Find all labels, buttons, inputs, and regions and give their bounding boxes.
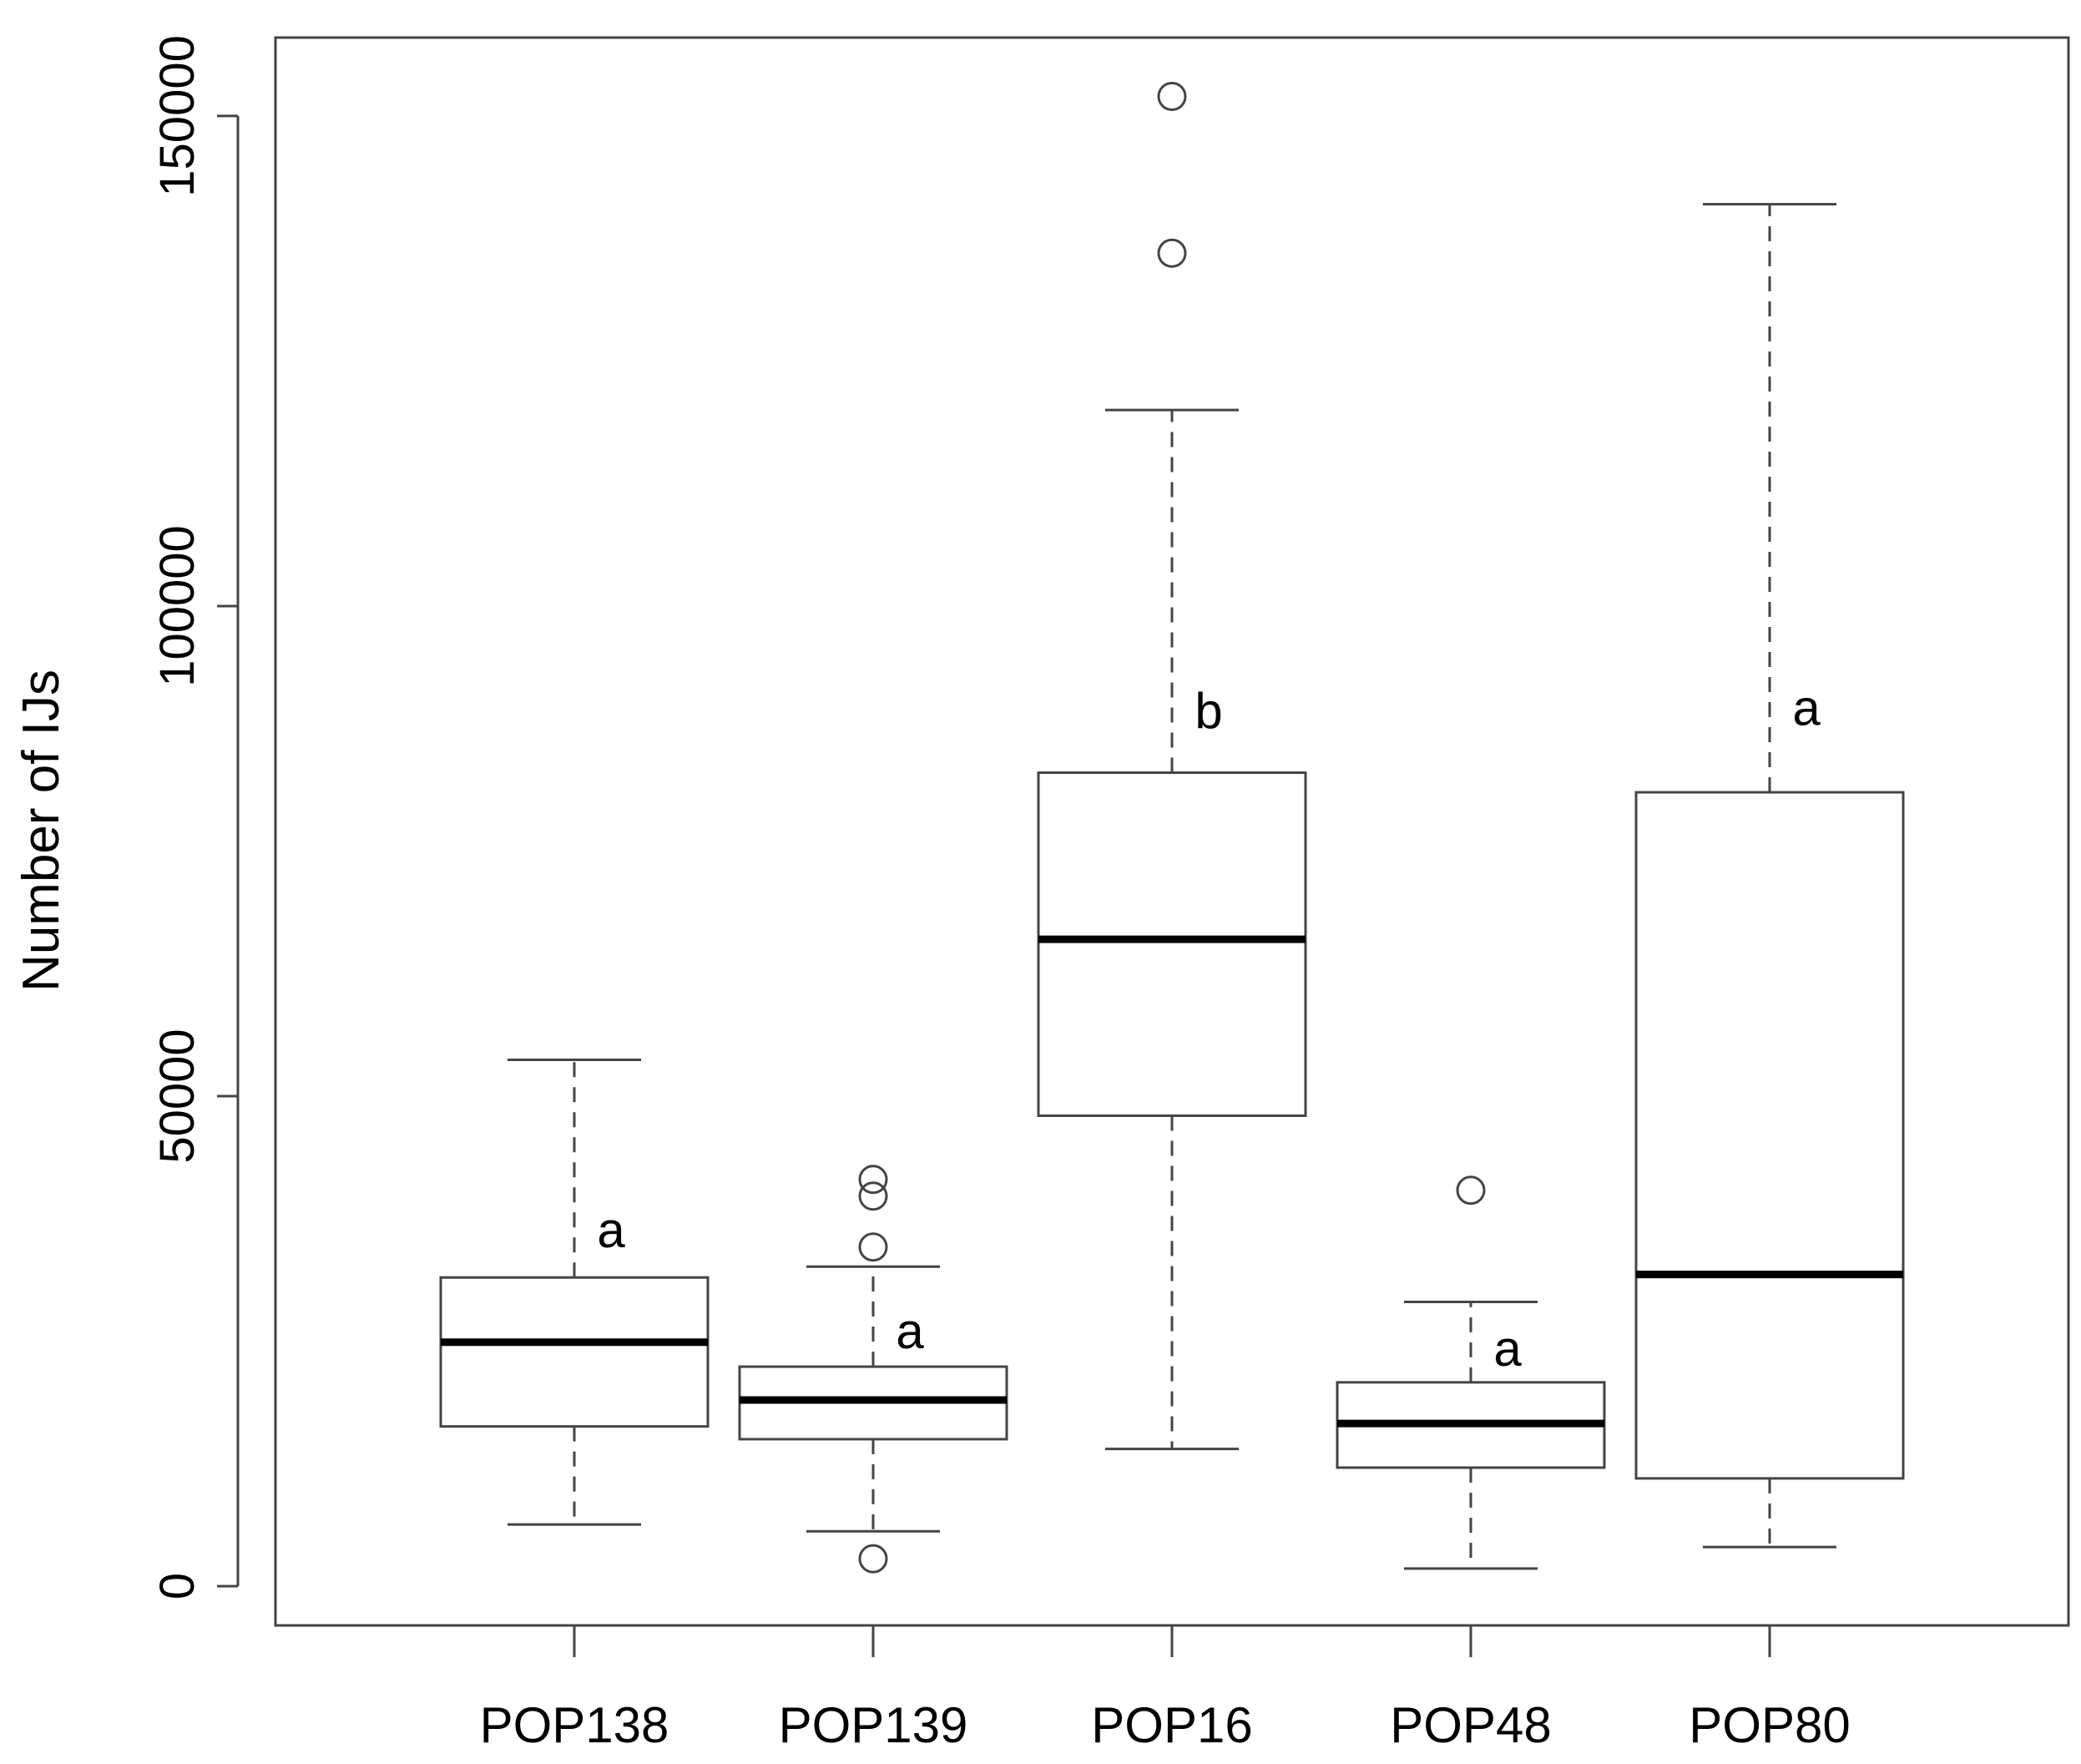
y-tick-label: 0 xyxy=(150,1573,205,1600)
box-group-pop48: a xyxy=(1336,1175,1606,1570)
y-tick-label: 100000 xyxy=(150,525,205,687)
outlier-point xyxy=(1157,81,1187,111)
outlier-point xyxy=(858,1232,888,1262)
x-tick-label: POP138 xyxy=(480,1697,669,1753)
group-letter-label: a xyxy=(896,1303,924,1359)
x-tick-label: POP16 xyxy=(1091,1697,1252,1753)
outlier-point xyxy=(1157,238,1187,268)
group-letter-label: a xyxy=(1493,1321,1522,1377)
group-letter-label: a xyxy=(1792,680,1821,736)
box-group-pop138: a xyxy=(439,1059,710,1526)
outlier-point xyxy=(1456,1175,1486,1205)
group-letter-label: b xyxy=(1195,683,1222,739)
x-tick-label: POP48 xyxy=(1390,1697,1551,1753)
box-group-pop139: a xyxy=(738,1165,1008,1574)
interquartile-box xyxy=(1634,791,1905,1480)
y-tick-label: 50000 xyxy=(150,1029,205,1163)
y-axis: 0 50000 100000 150000 xyxy=(150,35,240,1600)
x-axis: POP138 POP139 POP16 POP48 POP80 xyxy=(480,1624,1851,1753)
interquartile-box xyxy=(439,1276,710,1428)
box-group-pop80: a xyxy=(1634,203,1905,1549)
boxes-layer: a a b a a xyxy=(439,81,1905,1574)
outlier-point xyxy=(858,1181,888,1211)
group-letter-label: a xyxy=(597,1202,625,1258)
outlier-point xyxy=(858,1544,888,1574)
y-axis-title: Number of IJs xyxy=(13,670,70,992)
x-tick-label: POP139 xyxy=(779,1697,968,1753)
box-group-pop16: b xyxy=(1037,81,1307,1451)
interquartile-box xyxy=(1037,771,1307,1117)
outlier-point xyxy=(858,1165,888,1195)
y-tick-label: 150000 xyxy=(150,35,205,197)
x-tick-label: POP80 xyxy=(1689,1697,1850,1753)
